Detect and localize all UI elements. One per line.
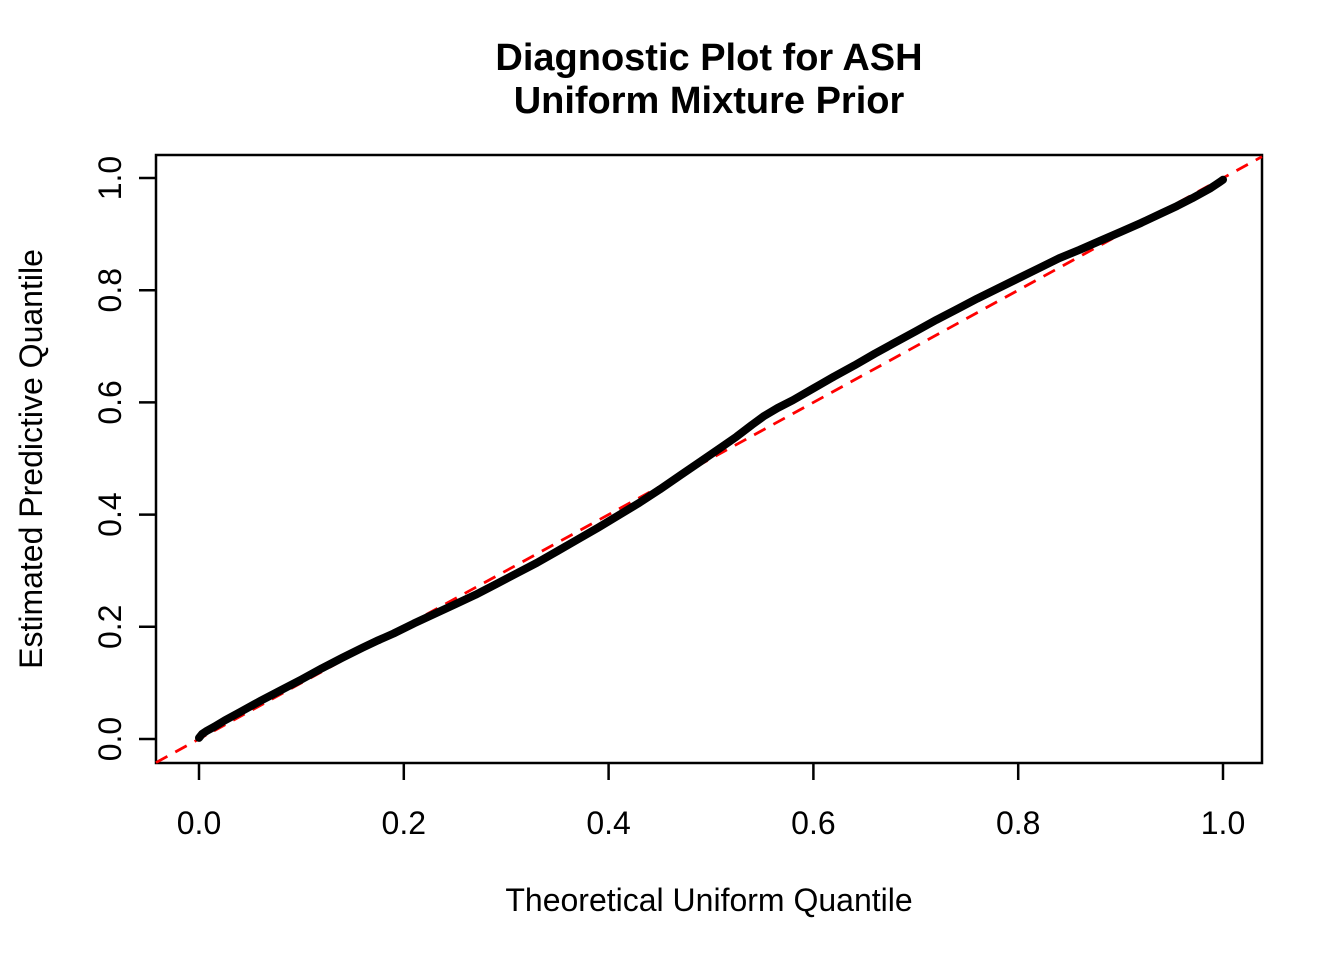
y-tick-label: 0.2 (92, 605, 128, 649)
plot-border (154, 153, 1264, 765)
y-axis-label: Estimated Predictive Quantile (13, 249, 49, 669)
y-tick-label: 0.6 (92, 380, 128, 424)
x-tick-label: 1.0 (1201, 805, 1245, 841)
x-axis-ticks (197, 763, 1225, 780)
x-axis: 0.0 0.2 0.4 0.6 0.8 1.0 (177, 763, 1245, 841)
x-tick-label: 0.0 (177, 805, 221, 841)
y-tick-label: 0.8 (92, 268, 128, 312)
y-tick-label: 0.4 (92, 492, 128, 536)
x-axis-label: Theoretical Uniform Quantile (505, 882, 912, 918)
x-tick-label: 0.6 (791, 805, 835, 841)
y-tick-label: 1.0 (92, 156, 128, 200)
y-axis-tick-labels: 0.0 0.2 0.4 0.6 0.8 1.0 (92, 156, 128, 761)
x-axis-tick-labels: 0.0 0.2 0.4 0.6 0.8 1.0 (177, 805, 1245, 841)
x-tick-label: 0.8 (996, 805, 1040, 841)
plot-title-line2: Uniform Mixture Prior (514, 80, 905, 122)
y-tick-label: 0.0 (92, 717, 128, 761)
plot-title-line1: Diagnostic Plot for ASH (495, 37, 922, 79)
y-axis-ticks (139, 176, 156, 741)
qq-curve (195, 175, 1227, 742)
y-axis: 0.0 0.2 0.4 0.6 0.8 1.0 (92, 156, 156, 761)
x-tick-label: 0.2 (382, 805, 426, 841)
x-tick-label: 0.4 (586, 805, 630, 841)
